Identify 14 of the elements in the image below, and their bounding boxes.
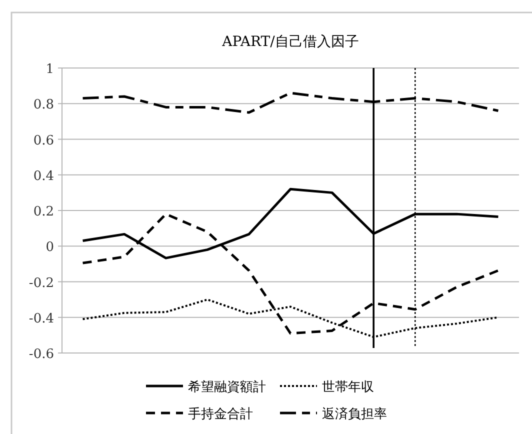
legend-label: 手持金合計 <box>188 407 253 422</box>
y-tick-label: 1 <box>46 62 54 77</box>
legend-label: 希望融資額計 <box>188 380 266 395</box>
y-tick-label: -0.4 <box>28 311 54 326</box>
legend-label: 返済負担率 <box>322 406 387 422</box>
y-tick-label: 0.2 <box>33 204 54 220</box>
legend-label: 世帯年収 <box>322 380 374 395</box>
chart-title: APART/自己借入因子 <box>221 34 359 50</box>
y-tick-label: 0.4 <box>33 168 54 184</box>
y-tick-label: -0.6 <box>28 347 54 362</box>
y-tick-label: 0.6 <box>33 133 54 148</box>
y-tick-label: -0.2 <box>28 276 54 291</box>
y-tick-label: 0 <box>46 240 54 256</box>
y-tick-label: 0.8 <box>33 98 54 113</box>
